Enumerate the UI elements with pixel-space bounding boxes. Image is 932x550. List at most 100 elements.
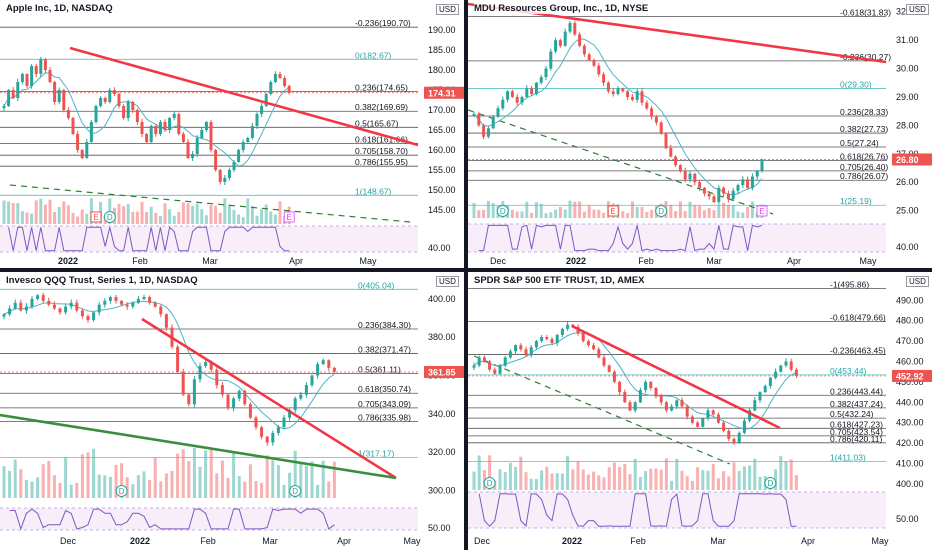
volume-bar bbox=[255, 215, 259, 224]
fib-level-label: 0.382(371.47) bbox=[358, 345, 411, 355]
qqq-panel: 400.00380.00360.00340.00320.00300.000(40… bbox=[0, 272, 464, 550]
volume-bar bbox=[534, 202, 538, 218]
currency-badge[interactable]: USD bbox=[906, 276, 929, 287]
volume-bar bbox=[560, 473, 564, 490]
candle-body bbox=[250, 126, 254, 138]
volume-bar bbox=[784, 461, 788, 490]
x-tick-label: 2022 bbox=[130, 536, 150, 546]
volume-bar bbox=[581, 469, 585, 490]
candle-body bbox=[763, 385, 767, 393]
candle-body bbox=[273, 74, 277, 82]
volume-bar bbox=[53, 211, 57, 224]
volume-bar bbox=[706, 470, 710, 490]
candle-body bbox=[566, 324, 570, 329]
volume-bar bbox=[164, 473, 168, 498]
candle-body bbox=[226, 394, 230, 409]
volume-bar bbox=[260, 482, 264, 498]
volume-bar bbox=[707, 207, 711, 218]
volume-bar bbox=[503, 472, 507, 490]
y-tick-label: 320.00 bbox=[428, 447, 456, 457]
candle-body bbox=[223, 178, 227, 182]
candle-body bbox=[80, 310, 84, 317]
volume-bar bbox=[690, 480, 694, 490]
fib-level-label: 0.382(27.73) bbox=[840, 124, 888, 134]
currency-badge[interactable]: USD bbox=[436, 276, 459, 287]
candle-body bbox=[592, 345, 596, 350]
candle-body bbox=[11, 90, 15, 98]
volume-bar bbox=[181, 449, 185, 498]
candle-body bbox=[13, 302, 17, 309]
volume-bar bbox=[131, 211, 135, 224]
dividend-marker-label: D bbox=[487, 479, 493, 488]
candle-body bbox=[204, 362, 208, 366]
volume-bar bbox=[232, 209, 236, 224]
candle-body bbox=[57, 90, 61, 102]
volume-bar bbox=[186, 203, 190, 224]
volume-bar bbox=[680, 470, 684, 490]
volume-bar bbox=[592, 209, 596, 218]
rsi-band bbox=[468, 224, 886, 252]
candle-body bbox=[108, 90, 112, 102]
volume-bar bbox=[746, 206, 750, 218]
candle-body bbox=[187, 394, 191, 405]
volume-bar bbox=[664, 458, 668, 490]
earnings-marker bbox=[756, 205, 768, 217]
candle-body bbox=[92, 312, 96, 321]
candle-body bbox=[732, 438, 736, 444]
fib-level-label: 0.618(427.23) bbox=[830, 419, 883, 429]
candle-body bbox=[669, 148, 673, 157]
volume-bar bbox=[540, 470, 544, 490]
x-tick-label: 2022 bbox=[562, 536, 582, 546]
dashed-trend-line bbox=[473, 355, 731, 465]
spy-chart: 490.00480.00470.00460.00450.00440.00430.… bbox=[468, 279, 932, 546]
volume-bar bbox=[25, 212, 29, 224]
volume-bar bbox=[327, 481, 331, 498]
x-tick-label: 2022 bbox=[566, 256, 586, 266]
volume-bar bbox=[472, 202, 476, 218]
candle-body bbox=[501, 99, 505, 109]
rsi-tick-label: 40.00 bbox=[896, 242, 919, 252]
candle-body bbox=[41, 295, 45, 301]
y-tick-label: 440.00 bbox=[896, 397, 924, 407]
volume-bar bbox=[76, 216, 80, 224]
volume-bar bbox=[736, 211, 740, 218]
volume-bar bbox=[86, 452, 90, 498]
volume-bar bbox=[737, 470, 741, 490]
volume-bar bbox=[299, 462, 303, 498]
volume-bar bbox=[237, 475, 241, 498]
candle-body bbox=[712, 196, 716, 203]
currency-badge[interactable]: USD bbox=[436, 4, 459, 15]
candle-body bbox=[550, 339, 554, 344]
volume-bar bbox=[154, 212, 158, 224]
candle-body bbox=[472, 365, 476, 368]
candle-body bbox=[131, 102, 135, 110]
currency-badge[interactable]: USD bbox=[906, 4, 929, 15]
y-tick-label: 300.00 bbox=[428, 485, 456, 495]
candle-body bbox=[64, 306, 68, 313]
volume-bar bbox=[8, 470, 12, 498]
fib-level-label: -0.236(190.70) bbox=[355, 18, 411, 28]
candle-body bbox=[140, 122, 144, 134]
volume-bar bbox=[640, 206, 644, 218]
candle-body bbox=[635, 91, 639, 100]
volume-bar bbox=[89, 198, 93, 224]
x-tick-label: Mar bbox=[202, 256, 218, 266]
dividend-marker bbox=[655, 205, 668, 217]
volume-bar bbox=[621, 211, 625, 218]
volume-bar bbox=[254, 481, 258, 498]
volume-bar bbox=[204, 215, 208, 224]
candle-body bbox=[659, 122, 663, 134]
last-price-tag bbox=[892, 153, 932, 166]
volume-bar bbox=[214, 205, 218, 224]
candle-body bbox=[784, 361, 788, 366]
last-price-tag bbox=[424, 365, 464, 378]
candle-body bbox=[630, 96, 634, 100]
volume-bar bbox=[544, 213, 548, 218]
volume-bar bbox=[758, 476, 762, 490]
volume-bar bbox=[215, 473, 219, 498]
candle-body bbox=[69, 302, 73, 307]
volume-bar bbox=[654, 468, 658, 490]
x-tick-label: Dec bbox=[60, 536, 77, 546]
fib-level-label: 1(148.67) bbox=[355, 186, 392, 196]
dividend-marker bbox=[764, 477, 777, 489]
